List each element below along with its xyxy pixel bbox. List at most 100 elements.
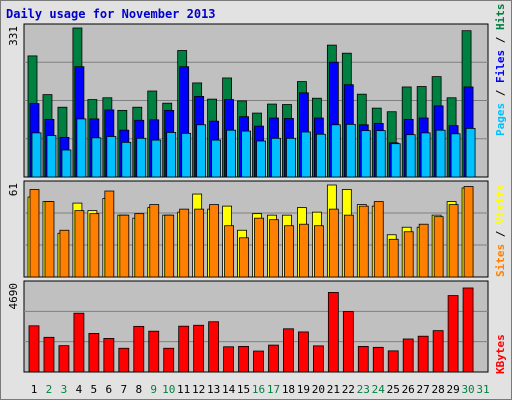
x-tick-label: 13 [207,383,220,396]
x-tick-label: 8 [135,383,142,396]
x-tick-label: 23 [357,383,370,396]
bar-sites [119,214,130,278]
bar-kbytes [193,324,205,373]
bar-sites [179,208,190,278]
x-tick-label: 19 [297,383,310,396]
bar-kbytes [342,311,354,373]
x-tick-label: 12 [192,383,205,396]
x-tick-label: 7 [120,383,127,396]
bar-kbytes [223,346,234,373]
bar-pages [196,124,207,178]
x-tick-label: 27 [417,383,430,396]
x-tick-label: 24 [372,383,386,396]
legend-pages: Pages [494,103,507,136]
bar-sites [224,225,234,278]
bar-kbytes [238,346,249,373]
legend-separator: / [494,30,507,50]
bar-kbytes [118,347,130,373]
legend-separator: / [494,83,507,103]
bar-kbytes [312,345,324,373]
x-tick-label: 14 [222,383,236,396]
bar-sites [164,214,175,278]
bar-sites [149,204,160,278]
x-tick-label: 22 [342,383,355,396]
bar-pages [271,137,281,178]
bar-kbytes [43,336,55,373]
legend-kbytes: KBytes [494,334,507,374]
bar-pages [226,129,236,178]
bar-sites [284,225,294,278]
bar-pages [330,124,341,178]
bar-sites [209,204,220,278]
bar-pages [46,135,57,178]
x-tick-label: 11 [177,383,190,396]
bar-pages [91,137,102,178]
bar-pages [375,130,386,178]
bar-kbytes [178,325,190,373]
x-tick-label: 15 [237,383,250,396]
bar-sites [343,214,354,278]
bar-sites [29,189,40,278]
bar-kbytes [447,295,459,373]
bar-sites [388,238,399,278]
y-max-label: 61 [7,183,20,196]
x-tick-label: 2 [46,383,53,396]
x-tick-label: 6 [106,383,113,396]
x-tick-label: 5 [91,383,98,396]
legend-visits: Visits [494,184,507,224]
bar-sites [373,201,384,278]
bar-kbytes [432,330,444,373]
bar-pages [420,132,431,178]
bar-pages [450,133,461,178]
bar-sites [328,208,339,278]
bar-pages [31,132,42,178]
x-tick-label: 31 [476,383,489,396]
bar-sites [59,229,70,278]
bar-pages [345,123,356,178]
legend-middle: Sites / Visits [494,184,507,277]
bar-kbytes [103,338,115,373]
bar-sites [74,210,85,278]
bar-kbytes [327,292,339,373]
x-tick-label: 1 [31,383,38,396]
x-tick-label: 25 [387,383,400,396]
x-tick-label: 16 [252,383,265,396]
bar-pages [136,137,147,178]
bar-sites [418,223,429,278]
bar-sites [299,223,309,278]
bar-kbytes [133,325,145,373]
bar-kbytes [402,338,414,373]
legend-files: Files [494,50,507,83]
bar-sites [433,216,444,278]
bar-sites [358,205,369,278]
y-max-label: 4690 [7,283,20,310]
bar-sites [269,219,279,278]
bar-kbytes [148,330,160,373]
bar-pages [315,133,326,178]
bar-kbytes [28,325,40,373]
bar-kbytes [283,328,294,373]
bar-sites [104,190,115,278]
bar-kbytes [462,287,474,373]
bar-pages [405,134,416,178]
x-tick-label: 30 [461,383,474,396]
bar-sites [134,213,145,278]
bar-sites [254,217,264,278]
bar-pages [241,130,251,178]
legend-top: Pages / Files / Hits [494,4,507,137]
x-tick-label: 9 [150,383,157,396]
bar-kbytes [417,335,429,373]
bar-pages [286,137,296,178]
bar-pages [181,132,192,178]
bar-pages [390,143,401,178]
bar-kbytes [163,347,175,373]
x-tick-label: 3 [61,383,68,396]
bar-pages [61,149,72,178]
bar-sites [313,225,324,278]
bar-pages [166,132,177,178]
bar-sites [403,231,414,278]
x-tick-label: 21 [327,383,340,396]
bar-kbytes [73,312,85,373]
bar-pages [465,127,476,178]
